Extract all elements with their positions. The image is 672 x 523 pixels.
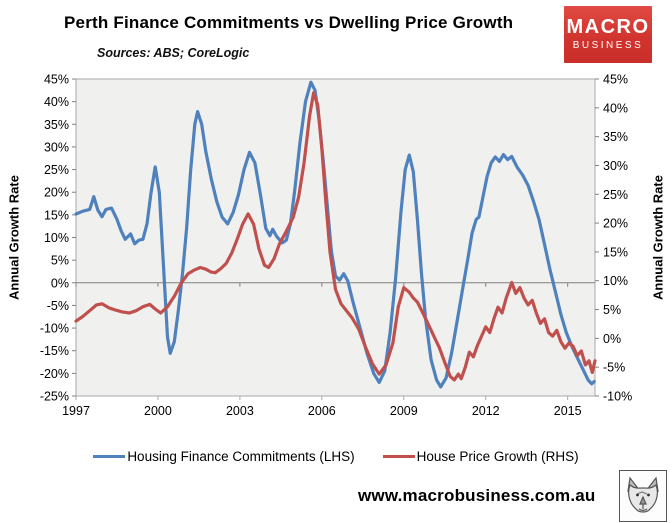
right-axis-tick-label: 15% — [603, 245, 628, 259]
page-title: Perth Finance Commitments vs Dwelling Pr… — [64, 13, 514, 32]
x-axis-tick-label: 2006 — [308, 404, 336, 418]
legend-label: Housing Finance Commitments (LHS) — [127, 448, 355, 464]
x-axis-tick-label: 2009 — [390, 404, 418, 418]
legend-line-sample-blue — [93, 454, 126, 458]
right-axis-tick-label: 45% — [603, 73, 628, 87]
x-axis-tick-label: 1997 — [62, 404, 90, 418]
left-axis-tick-label: 5% — [51, 254, 69, 268]
macrobusiness-logo: MACRO BUSINESS — [564, 6, 652, 63]
chart-plot: 45% 40% 35% 30% 25% 20% 15% 10% 5% 0% -5% -10% -15% -… — [40, 73, 632, 419]
legend-item-housing-finance: Housing Finance Commitments (LHS) — [93, 448, 355, 464]
left-axis-tick-label: 0% — [51, 276, 69, 290]
logo-text-macro: MACRO — [566, 16, 650, 38]
right-axis-tick-label: -10% — [603, 390, 632, 404]
left-axis-tick-label: -20% — [40, 367, 69, 381]
legend-label: House Price Growth (RHS) — [416, 448, 579, 464]
left-axis-tick-label: -5% — [47, 299, 69, 313]
x-axis-tick-label: 2012 — [472, 404, 500, 418]
left-axis-tick-label: 25% — [44, 163, 69, 177]
left-axis-tick-label: -15% — [40, 344, 69, 358]
right-axis-title: Annual Growth Rate — [650, 175, 666, 300]
left-axis-tick-label: 35% — [44, 118, 69, 132]
left-axis-tick-label: 40% — [44, 95, 69, 109]
website-link[interactable]: www.macrobusiness.com.au — [358, 486, 596, 505]
x-axis-tick-label: 2000 — [144, 404, 172, 418]
x-axis-tick-label: 2015 — [554, 404, 582, 418]
left-axis-tick-label: 15% — [44, 208, 69, 222]
chart-legend: Housing Finance Commitments (LHS) House … — [0, 444, 672, 468]
right-axis-tick-label: 5% — [603, 303, 621, 317]
right-axis-tick-label: 20% — [603, 217, 628, 231]
logo-text-business: BUSINESS — [572, 40, 644, 51]
left-axis-tick-label: -25% — [40, 390, 69, 404]
left-axis-tick-label: 45% — [44, 73, 69, 87]
right-axis-tick-label: 0% — [603, 332, 621, 346]
left-axis-tick-label: -10% — [40, 322, 69, 336]
plot-area — [75, 78, 596, 397]
right-axis-tick-label: -5% — [603, 361, 625, 375]
left-axis-tick-label: 10% — [44, 231, 69, 245]
right-axis-tick-label: 35% — [603, 130, 628, 144]
x-axis-tick-label: 2003 — [226, 404, 254, 418]
left-axis-tick-label: 20% — [44, 186, 69, 200]
right-axis-tick-label: 30% — [603, 159, 628, 173]
legend-line-sample-red — [382, 454, 415, 458]
right-axis-tick-label: 25% — [603, 188, 628, 202]
left-axis-title: Annual Growth Rate — [6, 175, 22, 300]
wolf-logo-icon — [619, 470, 667, 522]
legend-item-house-price: House Price Growth (RHS) — [382, 448, 579, 464]
left-axis-tick-label: 30% — [44, 140, 69, 154]
right-axis-tick-label: 40% — [603, 101, 628, 115]
series-line-house-price — [74, 91, 597, 382]
right-axis-tick-label: 10% — [603, 274, 628, 288]
chart-sources-note: Sources: ABS; CoreLogic — [97, 46, 250, 60]
